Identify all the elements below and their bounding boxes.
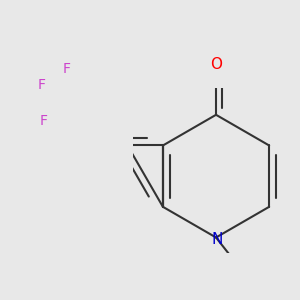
Text: F: F [62,62,70,76]
Text: O: O [210,57,222,72]
Text: N: N [212,232,223,247]
Text: F: F [40,114,48,128]
Text: F: F [38,78,45,92]
